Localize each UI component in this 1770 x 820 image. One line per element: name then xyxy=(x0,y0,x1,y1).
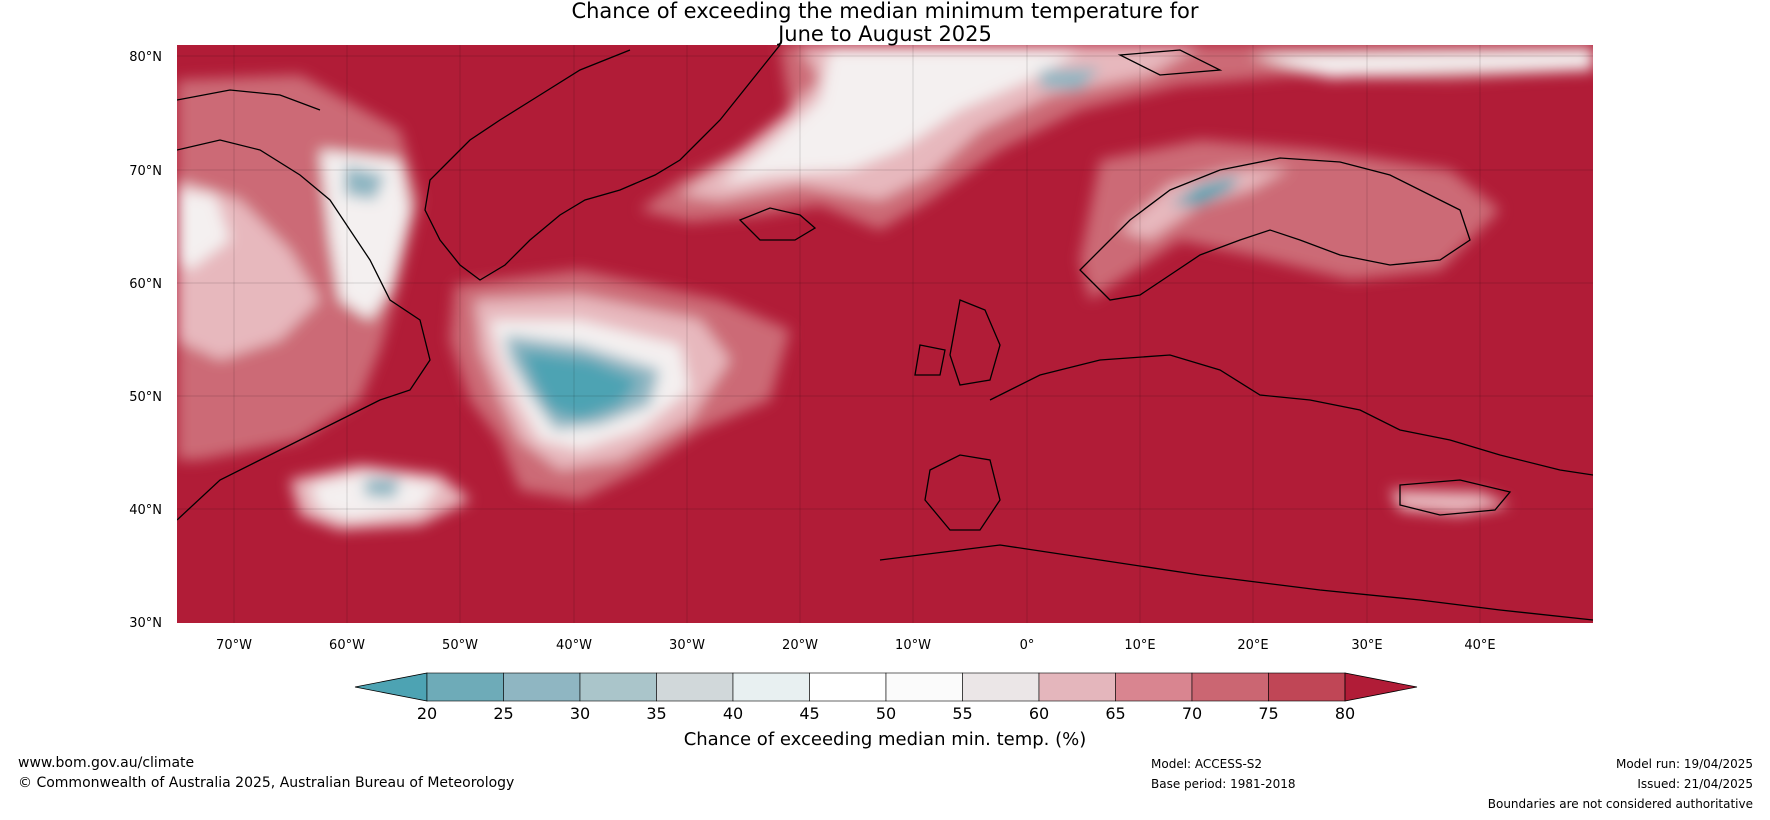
disclaimer-text: Boundaries are not considered authoritat… xyxy=(1487,797,1753,811)
lat-label: 60°N xyxy=(129,277,162,292)
colorbar-segment xyxy=(809,672,887,702)
colorbar-segment xyxy=(426,672,504,702)
lat-label: 30°N xyxy=(129,616,162,631)
colorbar-tick-label: 45 xyxy=(799,704,819,723)
graticule xyxy=(177,45,1593,623)
colorbar-tick-label: 75 xyxy=(1258,704,1278,723)
lon-label: 30°E xyxy=(1351,638,1382,653)
lon-label: 60°W xyxy=(329,638,365,653)
colorbar-segment xyxy=(885,672,963,702)
lon-label: 30°W xyxy=(669,638,705,653)
title-line-2: June to August 2025 xyxy=(778,22,992,46)
map-area xyxy=(177,45,1593,623)
title-line-1: Chance of exceeding the median minimum t… xyxy=(571,0,1199,23)
issued-text: Issued: 21/04/2025 xyxy=(1637,777,1753,791)
longitude-labels: 70°W 60°W 50°W 40°W 30°W 20°W 10°W 0° 10… xyxy=(216,638,1496,653)
lon-label: 20°W xyxy=(782,638,818,653)
colorbar-segment xyxy=(503,672,581,702)
colorbar-segment xyxy=(1191,672,1269,702)
colorbar-tick-label: 80 xyxy=(1335,704,1355,723)
colorbar-label: Chance of exceeding median min. temp. (%… xyxy=(684,729,1087,750)
latitude-labels: 80°N 70°N 60°N 50°N 40°N 30°N xyxy=(129,50,162,631)
lon-label: 40°W xyxy=(556,638,592,653)
probability-field xyxy=(177,45,1593,530)
colorbar-segment xyxy=(1115,672,1193,702)
colorbar-extension-low xyxy=(354,672,428,702)
colorbar-tick-labels: 20 25 30 35 40 45 50 55 60 65 70 75 80 xyxy=(417,704,1355,723)
base-period-text: Base period: 1981-2018 xyxy=(1151,777,1296,791)
map-title: Chance of exceeding the median minimum t… xyxy=(0,0,1770,46)
model-run-text: Model run: 19/04/2025 xyxy=(1615,757,1753,771)
copyright-text: © Commonwealth of Australia 2025, Austra… xyxy=(18,775,515,791)
lon-label: 10°E xyxy=(1124,638,1155,653)
lon-label: 50°W xyxy=(442,638,478,653)
colorbar-tick-label: 20 xyxy=(417,704,437,723)
lon-label: 40°E xyxy=(1464,638,1495,653)
colorbar-tick-label: 30 xyxy=(570,704,590,723)
lat-label: 80°N xyxy=(129,50,162,65)
colorbar-tick-label: 40 xyxy=(723,704,743,723)
colorbar-tick-label: 25 xyxy=(493,704,513,723)
colorbar-segment xyxy=(1038,672,1116,702)
website-text: www.bom.gov.au/climate xyxy=(18,755,195,771)
lat-label: 40°N xyxy=(129,503,162,518)
lon-label: 20°E xyxy=(1237,638,1268,653)
colorbar xyxy=(354,672,1418,702)
colorbar-tick-label: 65 xyxy=(1105,704,1125,723)
colorbar-tick-label: 35 xyxy=(646,704,666,723)
colorbar-extension-high xyxy=(1344,672,1418,702)
colorbar-segment xyxy=(656,672,734,702)
lon-label: 70°W xyxy=(216,638,252,653)
lon-label: 10°W xyxy=(895,638,931,653)
colorbar-tick-label: 55 xyxy=(952,704,972,723)
colorbar-segment xyxy=(1268,672,1346,702)
colorbar-tick-label: 50 xyxy=(876,704,896,723)
colorbar-segment xyxy=(732,672,810,702)
lon-label: 0° xyxy=(1020,638,1035,653)
lat-label: 50°N xyxy=(129,390,162,405)
colorbar-segment xyxy=(579,672,657,702)
colorbar-tick-label: 70 xyxy=(1182,704,1202,723)
model-text: Model: ACCESS-S2 xyxy=(1151,757,1263,771)
lat-label: 70°N xyxy=(129,164,162,179)
coastlines xyxy=(177,45,1593,621)
colorbar-segment xyxy=(962,672,1040,702)
colorbar-tick-label: 60 xyxy=(1029,704,1049,723)
